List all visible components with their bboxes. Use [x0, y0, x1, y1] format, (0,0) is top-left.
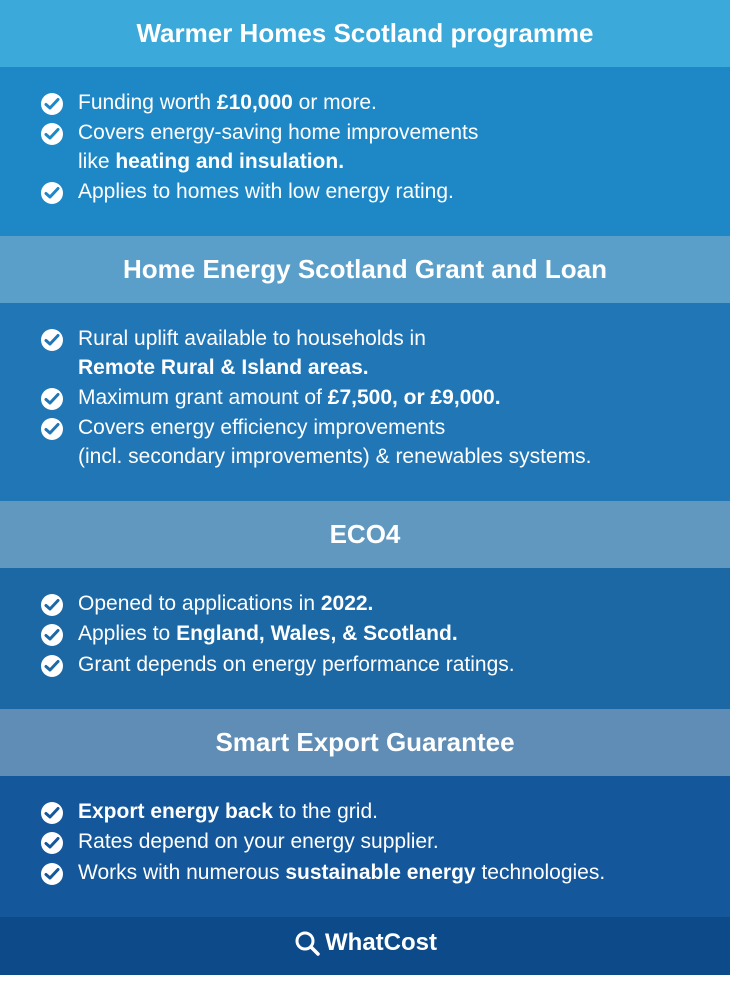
- section-title-0: Warmer Homes Scotland programme: [136, 18, 593, 48]
- list-item: Applies to homes with low energy rating.: [40, 178, 690, 206]
- check-icon: [40, 654, 64, 678]
- item-text: Applies to England, Wales, & Scotland.: [78, 620, 690, 648]
- list-item: Rural uplift available to households inR…: [40, 325, 690, 382]
- item-text: Opened to applications in 2022.: [78, 590, 690, 618]
- check-icon: [40, 862, 64, 886]
- list-item: Covers energy-saving home improvementsli…: [40, 119, 690, 176]
- item-text: Covers energy-saving home improvementsli…: [78, 119, 690, 176]
- section-body-2: Opened to applications in 2022. Applies …: [0, 568, 730, 709]
- item-text: Export energy back to the grid.: [78, 798, 690, 826]
- infographic-container: Warmer Homes Scotland programme Funding …: [0, 0, 730, 975]
- check-icon: [40, 593, 64, 617]
- footer: WhatCost: [0, 917, 730, 975]
- list-item: Grant depends on energy performance rati…: [40, 651, 690, 679]
- section-title-1: Home Energy Scotland Grant and Loan: [123, 254, 607, 284]
- section-header-3: Smart Export Guarantee: [0, 709, 730, 776]
- section-title-3: Smart Export Guarantee: [215, 727, 514, 757]
- check-icon: [40, 387, 64, 411]
- section-header-2: ECO4: [0, 501, 730, 568]
- item-text: Applies to homes with low energy rating.: [78, 178, 690, 206]
- item-text: Grant depends on energy performance rati…: [78, 651, 690, 679]
- check-icon: [40, 181, 64, 205]
- list-item: Funding worth £10,000 or more.: [40, 89, 690, 117]
- section-title-2: ECO4: [330, 519, 401, 549]
- footer-brand: WhatCost: [325, 929, 437, 957]
- list-item: Works with numerous sustainable energy t…: [40, 859, 690, 887]
- check-icon: [40, 831, 64, 855]
- item-text: Funding worth £10,000 or more.: [78, 89, 690, 117]
- list-item: Opened to applications in 2022.: [40, 590, 690, 618]
- section-body-1: Rural uplift available to households inR…: [0, 303, 730, 501]
- list-item: Maximum grant amount of £7,500, or £9,00…: [40, 384, 690, 412]
- section-header-1: Home Energy Scotland Grant and Loan: [0, 236, 730, 303]
- section-body-3: Export energy back to the grid. Rates de…: [0, 776, 730, 917]
- list-item: Export energy back to the grid.: [40, 798, 690, 826]
- item-text: Rural uplift available to households inR…: [78, 325, 690, 382]
- section-header-0: Warmer Homes Scotland programme: [0, 0, 730, 67]
- section-body-0: Funding worth £10,000 or more. Covers en…: [0, 67, 730, 236]
- check-icon: [40, 801, 64, 825]
- list-item: Applies to England, Wales, & Scotland.: [40, 620, 690, 648]
- check-icon: [40, 417, 64, 441]
- check-icon: [40, 92, 64, 116]
- check-icon: [40, 328, 64, 352]
- check-icon: [40, 122, 64, 146]
- item-text: Covers energy efficiency improvements(in…: [78, 414, 690, 471]
- item-text: Maximum grant amount of £7,500, or £9,00…: [78, 384, 690, 412]
- list-item: Rates depend on your energy supplier.: [40, 828, 690, 856]
- magnifying-glass-icon: [293, 929, 321, 957]
- item-text: Works with numerous sustainable energy t…: [78, 859, 690, 887]
- item-text: Rates depend on your energy supplier.: [78, 828, 690, 856]
- check-icon: [40, 623, 64, 647]
- list-item: Covers energy efficiency improvements(in…: [40, 414, 690, 471]
